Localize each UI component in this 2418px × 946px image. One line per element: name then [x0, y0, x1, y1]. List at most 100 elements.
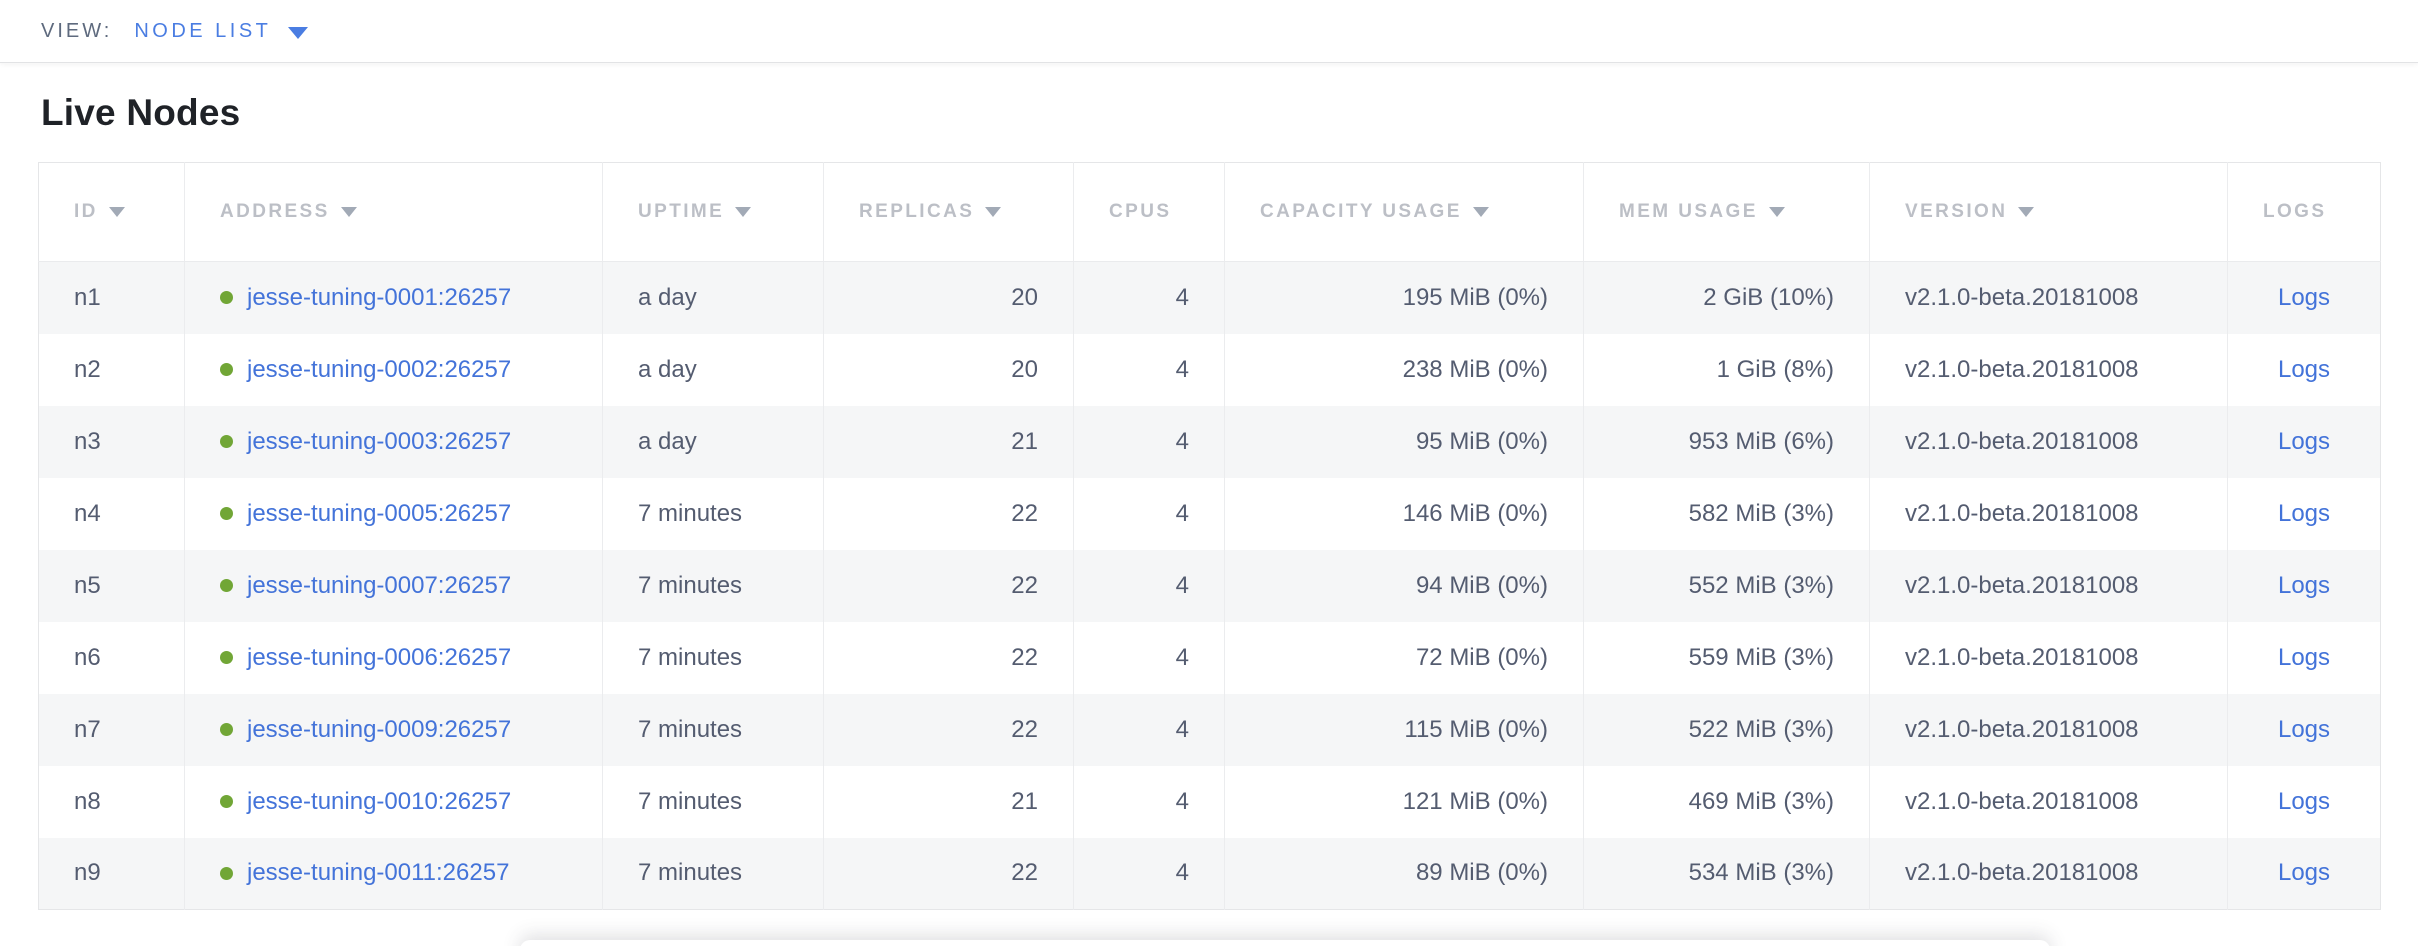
sort-desc-icon [1768, 207, 1785, 217]
sort-desc-icon [985, 207, 1002, 217]
cell-replicas: 20 [823, 333, 1074, 406]
cell-replicas: 20 [823, 261, 1074, 334]
column-header-replicas[interactable]: REPLICAS [823, 162, 1074, 262]
cell-mem: 582 MiB (3%) [1583, 477, 1870, 550]
cell-value: 95 MiB (0%) [1415, 427, 1548, 455]
cell-value: 7 minutes [638, 499, 743, 527]
address-cell-content: jesse-tuning-0007:26257 [220, 572, 567, 600]
cell-version: v2.1.0-beta.20181008 [1869, 621, 2228, 694]
cell-version: v2.1.0-beta.20181008 [1869, 693, 2228, 766]
cell-value: 121 MiB (0%) [1402, 787, 1548, 815]
table-row: n3 jesse-tuning-0003:26257 a day 21 4 95 MiB … [38, 405, 2381, 478]
sort-desc-icon [1472, 207, 1489, 217]
live-nodes-table: ID ADDRESS UPTIME REPLICAS CPUS CAPACITY USAG… [38, 162, 2381, 910]
cell-value: v2.1.0-beta.20181008 [1905, 643, 2139, 671]
page-title: Live Nodes [41, 92, 241, 133]
cell-value: 559 MiB (3%) [1688, 643, 1834, 671]
logs-link[interactable]: Logs [2277, 427, 2331, 455]
node-healthy-dot-icon [220, 435, 233, 448]
table-row: n7 jesse-tuning-0009:26257 7 minutes 22 4 115… [38, 693, 2381, 766]
view-label: VIEW: [41, 19, 113, 42]
logs-link[interactable]: Logs [2277, 643, 2331, 671]
cell-value: 238 MiB (0%) [1402, 355, 1548, 383]
cell-cpus: 4 [1073, 477, 1225, 550]
view-selected-value: NODE LIST [134, 19, 272, 42]
cell-value: v2.1.0-beta.20181008 [1905, 715, 2139, 743]
cell-value: 72 MiB (0%) [1415, 643, 1548, 671]
cell-value: 22 [1011, 499, 1038, 527]
logs-link[interactable]: Logs [2277, 787, 2331, 815]
cell-mem: 534 MiB (3%) [1583, 837, 1870, 910]
cell-value: v2.1.0-beta.20181008 [1905, 427, 2139, 455]
cell-value: 953 MiB (6%) [1688, 427, 1834, 455]
cell-value: n2 [74, 355, 101, 383]
cell-value: 4 [1175, 859, 1189, 887]
cell-address: jesse-tuning-0003:26257 [184, 405, 603, 478]
address-cell-content: jesse-tuning-0010:26257 [220, 788, 567, 816]
node-address-link[interactable]: jesse-tuning-0002:26257 [247, 355, 512, 383]
column-header-label: LOGS [2263, 201, 2327, 222]
cell-value: 522 MiB (3%) [1688, 715, 1834, 743]
cell-value: v2.1.0-beta.20181008 [1905, 283, 2139, 311]
cell-capacity: 89 MiB (0%) [1224, 837, 1584, 910]
cell-cpus: 4 [1073, 837, 1225, 910]
node-address-link[interactable]: jesse-tuning-0009:26257 [247, 715, 512, 743]
cell-value: n9 [74, 859, 101, 887]
node-address-link[interactable]: jesse-tuning-0005:26257 [247, 499, 512, 527]
cell-address: jesse-tuning-0007:26257 [184, 549, 603, 622]
below-fold-panel-shadow [520, 940, 2050, 946]
cell-value: 4 [1175, 643, 1189, 671]
logs-link[interactable]: Logs [2277, 499, 2331, 527]
cell-value: 469 MiB (3%) [1688, 787, 1834, 815]
cell-version: v2.1.0-beta.20181008 [1869, 765, 2228, 838]
node-healthy-dot-icon [220, 291, 233, 305]
column-header-capacity[interactable]: CAPACITY USAGE [1224, 162, 1584, 262]
table-row: n4 jesse-tuning-0005:26257 7 minutes 22 4 146… [38, 477, 2381, 550]
cell-uptime: 7 minutes [602, 693, 824, 766]
cell-value: 22 [1011, 643, 1038, 671]
logs-link[interactable]: Logs [2277, 283, 2331, 311]
node-address-link[interactable]: jesse-tuning-0010:26257 [247, 787, 512, 815]
sort-desc-icon [340, 207, 357, 217]
node-address-link[interactable]: jesse-tuning-0011:26257 [247, 859, 510, 887]
cell-value: 534 MiB (3%) [1688, 859, 1834, 887]
cell-value: v2.1.0-beta.20181008 [1905, 355, 2139, 383]
logs-link[interactable]: Logs [2277, 859, 2331, 887]
cell-address: jesse-tuning-0001:26257 [184, 261, 603, 334]
cell-address: jesse-tuning-0002:26257 [184, 333, 603, 406]
cell-logs: Logs [2227, 477, 2381, 550]
cell-mem: 552 MiB (3%) [1583, 549, 1870, 622]
cell-cpus: 4 [1073, 333, 1225, 406]
column-header-mem[interactable]: MEM USAGE [1583, 162, 1870, 262]
cell-id: n9 [38, 837, 185, 910]
cell-value: 195 MiB (0%) [1402, 283, 1548, 311]
node-address-link[interactable]: jesse-tuning-0001:26257 [247, 283, 512, 311]
cell-value: 22 [1011, 715, 1038, 743]
cell-value: v2.1.0-beta.20181008 [1905, 499, 2139, 527]
cell-value: n4 [74, 499, 101, 527]
node-address-link[interactable]: jesse-tuning-0003:26257 [247, 427, 512, 455]
node-address-link[interactable]: jesse-tuning-0006:26257 [247, 643, 512, 671]
column-header-label: MEM USAGE [1619, 201, 1758, 222]
cell-value: a day [638, 427, 697, 455]
node-address-link[interactable]: jesse-tuning-0007:26257 [247, 571, 512, 599]
column-header-uptime[interactable]: UPTIME [602, 162, 824, 262]
cell-logs: Logs [2227, 549, 2381, 622]
column-header-id[interactable]: ID [38, 162, 185, 262]
cell-uptime: 7 minutes [602, 621, 824, 694]
cell-capacity: 95 MiB (0%) [1224, 405, 1584, 478]
cell-mem: 1 GiB (8%) [1583, 333, 1870, 406]
cell-capacity: 94 MiB (0%) [1224, 549, 1584, 622]
cell-uptime: a day [602, 405, 824, 478]
sort-desc-icon [108, 207, 125, 217]
table-row: n2 jesse-tuning-0002:26257 a day 20 4 238 MiB… [38, 333, 2381, 406]
logs-link[interactable]: Logs [2277, 355, 2331, 383]
cell-id: n4 [38, 477, 185, 550]
cell-value: 4 [1175, 427, 1189, 455]
cell-value: 21 [1011, 427, 1038, 455]
column-header-address[interactable]: ADDRESS [184, 162, 603, 262]
view-selector-dropdown[interactable]: NODE LIST [134, 19, 309, 43]
logs-link[interactable]: Logs [2277, 715, 2331, 743]
logs-link[interactable]: Logs [2277, 571, 2331, 599]
column-header-version[interactable]: VERSION [1869, 162, 2228, 262]
